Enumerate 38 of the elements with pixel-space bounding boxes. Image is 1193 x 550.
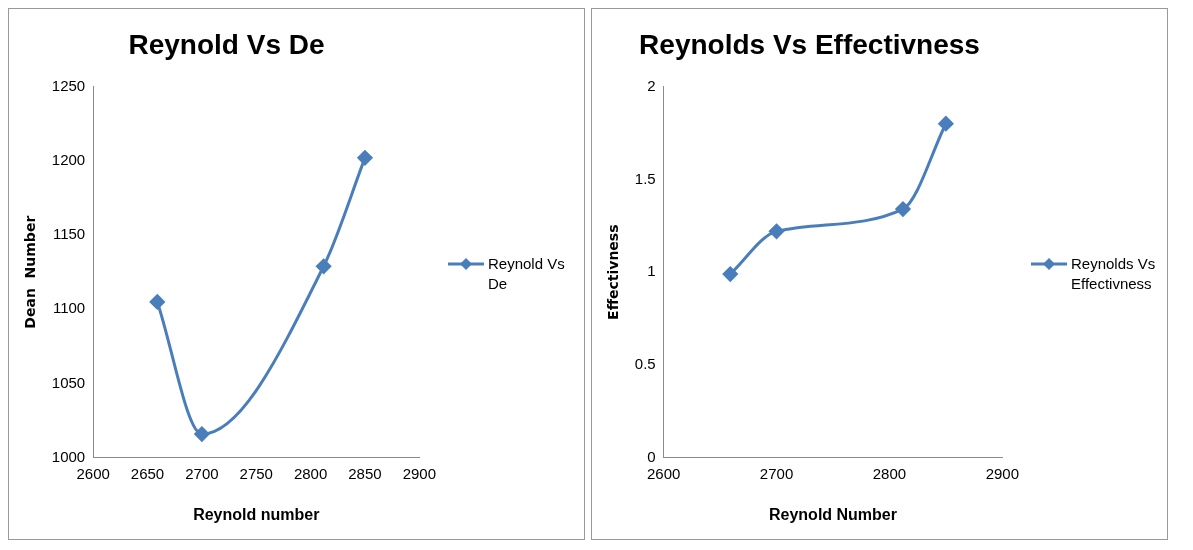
x-axis-title: Reynold number <box>193 505 320 523</box>
y-tick-label: 1050 <box>51 373 86 391</box>
y-tick-label: 1250 <box>51 76 86 94</box>
point <box>938 116 954 132</box>
x-tick-label: 2600 <box>646 464 681 482</box>
y-axis-title: Effectivness <box>605 224 622 320</box>
x-tick-label: 2900 <box>402 464 436 482</box>
y-tick-label: 1 <box>647 262 656 280</box>
y-tick-label: 2 <box>647 76 656 94</box>
y-tick-label: 1200 <box>51 150 86 168</box>
point <box>769 223 785 239</box>
legend-label: Reynold Vs De <box>488 254 566 294</box>
x-tick-label: 2650 <box>130 464 165 482</box>
y-tick-label: 1150 <box>52 225 86 243</box>
point <box>357 150 373 166</box>
point <box>194 426 210 442</box>
x-tick-label: 2900 <box>985 464 1019 482</box>
y-tick-label: 1000 <box>51 447 86 465</box>
point <box>722 266 738 282</box>
x-axis-title: Reynold Number <box>768 505 897 523</box>
chart-title: Reynolds Vs Effectivness <box>639 28 980 60</box>
y-tick-label: 1100 <box>52 299 86 317</box>
point <box>149 294 165 310</box>
point <box>316 258 332 274</box>
y-tick-label: 1.5 <box>634 169 656 187</box>
x-tick-label: 2700 <box>759 464 794 482</box>
x-tick-label: 2800 <box>293 464 328 482</box>
y-axis-title: Dean Number <box>22 215 39 329</box>
chart-title: Reynold Vs De <box>128 28 325 60</box>
x-tick-label: 2600 <box>76 464 110 482</box>
x-tick-label: 2800 <box>872 464 907 482</box>
legend-label: Reynolds Vs Effectivness <box>1071 254 1157 294</box>
y-tick-label: 0.5 <box>634 355 656 373</box>
x-tick-label: 2750 <box>239 464 273 482</box>
x-tick-label: 2850 <box>348 464 382 482</box>
point <box>895 201 911 217</box>
y-tick-label: 0 <box>647 447 656 465</box>
x-tick-label: 2700 <box>185 464 219 482</box>
